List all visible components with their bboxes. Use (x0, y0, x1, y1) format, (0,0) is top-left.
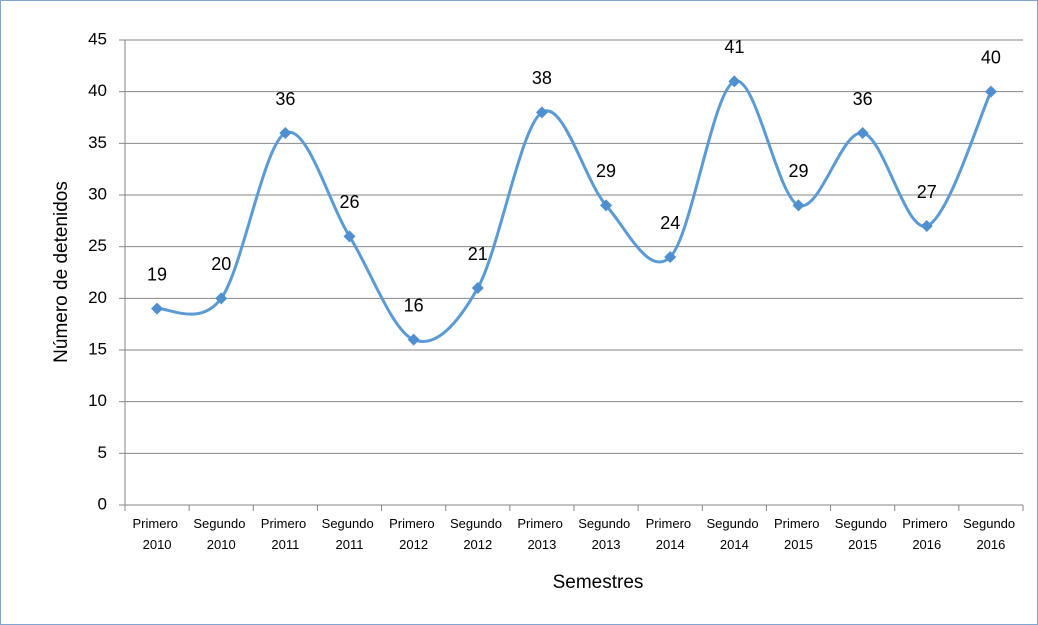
data-point (984, 85, 997, 98)
data-label: 20 (211, 254, 231, 274)
data-point (407, 333, 420, 346)
data-label: 24 (660, 213, 680, 233)
x-axis-title: Semestres (553, 572, 644, 593)
y-tick-label: 10 (88, 391, 107, 410)
data-label: 29 (788, 161, 808, 181)
x-tick-label: Segundo 2013 (578, 516, 634, 552)
data-label: 40 (981, 47, 1001, 67)
data-point (792, 199, 805, 212)
y-tick-label: 15 (88, 339, 107, 358)
y-tick-label: 40 (88, 81, 107, 100)
y-tick-label: 35 (88, 133, 107, 152)
y-tick-label: 0 (98, 494, 107, 513)
data-point (151, 302, 164, 315)
data-point (728, 75, 741, 88)
y-tick-label: 20 (88, 288, 107, 307)
data-point (920, 220, 933, 232)
data-point (600, 199, 613, 212)
x-tick-label: Segundo 2011 (322, 516, 378, 552)
x-tick-label: Primero 2013 (517, 516, 566, 552)
data-point (535, 106, 548, 119)
data-point (215, 292, 228, 305)
data-label: 19 (147, 264, 167, 284)
x-tick-label: Primero 2010 (133, 516, 182, 552)
data-label: 29 (596, 161, 616, 181)
x-tick-label: Primero 2014 (646, 516, 695, 552)
y-tick-label: 25 (88, 236, 107, 255)
data-point (856, 127, 869, 139)
data-label: 26 (339, 192, 359, 212)
y-tick-label: 45 (88, 29, 107, 48)
x-tick-label: Primero 2011 (261, 516, 310, 552)
data-label: 38 (532, 68, 552, 88)
x-tick-label: Segundo 2014 (707, 516, 763, 552)
data-label: 21 (468, 244, 488, 264)
y-axis-title: Número de detenidos (51, 181, 72, 363)
x-tick-label: Primero 2016 (902, 516, 951, 552)
data-label: 27 (917, 182, 937, 202)
data-label: 16 (404, 295, 424, 315)
data-point (279, 127, 292, 139)
x-tick-label: Segundo 2012 (450, 516, 506, 552)
x-tick-label: Segundo 2010 (193, 516, 249, 552)
data-label: 36 (853, 89, 873, 109)
data-point (664, 251, 677, 263)
series-line (156, 79, 993, 343)
y-tick-label: 5 (98, 443, 107, 462)
data-label: 36 (275, 89, 295, 109)
x-tick-label: Segundo 2016 (963, 516, 1019, 552)
data-point (343, 230, 356, 243)
x-tick-label: Primero 2012 (389, 516, 438, 552)
data-point (471, 282, 484, 294)
x-tick-label: Primero 2015 (774, 516, 823, 552)
y-tick-label: 30 (88, 184, 107, 203)
x-tick-label: Segundo 2015 (835, 516, 891, 552)
data-label: 41 (724, 37, 744, 57)
